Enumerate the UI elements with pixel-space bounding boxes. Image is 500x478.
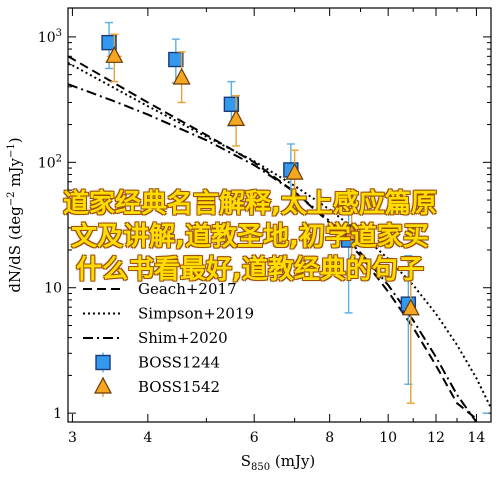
plot-frame	[67, 7, 492, 423]
boss1542-point	[285, 162, 304, 180]
legend-triangle-marker	[94, 376, 112, 394]
y-tick-label: 103	[38, 28, 62, 46]
boss1542-point	[401, 298, 420, 316]
axis-tick-labels: 3 4 6 8 10 12 14 1 10 102 103	[38, 28, 486, 446]
y-tick-label: 102	[38, 153, 62, 171]
boss1244-point	[168, 51, 184, 68]
y-tick-label: 1	[53, 406, 62, 422]
x-tick-label: 4	[143, 430, 152, 446]
legend: Geach+2017 Simpson+2019 Shim+2020 BOSS1244 B…	[83, 280, 254, 397]
axis-ticks	[68, 8, 491, 422]
boss1542-point	[172, 67, 191, 85]
x-tick-label: 8	[325, 430, 334, 446]
legend-label: Geach+2017	[138, 280, 237, 298]
y-axis-label: dN/dS (deg−2 mJy−1)	[6, 137, 24, 292]
y-tick-label: 10	[44, 281, 62, 297]
legend-square-marker	[95, 354, 111, 371]
model-curve-geach-2017	[67, 55, 478, 420]
boss1244-point	[101, 34, 117, 51]
model-curve-shim-2020	[67, 83, 478, 423]
x-tick-label: 6	[250, 430, 259, 446]
legend-label: BOSS1542	[138, 378, 220, 396]
legend-label: Simpson+2019	[138, 305, 254, 323]
boss1244-point	[223, 96, 240, 113]
x-tick-label: 12	[427, 430, 445, 446]
legend-label: BOSS1244	[138, 354, 220, 372]
model-curves	[67, 55, 492, 423]
model-curve-simpson-2019	[67, 62, 492, 409]
boss1542-point	[105, 46, 124, 63]
x-tick-label: 10	[379, 430, 397, 446]
boss1542-point	[227, 109, 246, 126]
boss1542-point	[342, 223, 361, 241]
x-tick-label: 3	[68, 430, 77, 446]
x-tick-label: 14	[468, 430, 486, 446]
x-axis-label: S850 (mJy)	[241, 452, 316, 473]
legend-label: Shim+2020	[138, 329, 228, 347]
data-points	[101, 21, 489, 414]
